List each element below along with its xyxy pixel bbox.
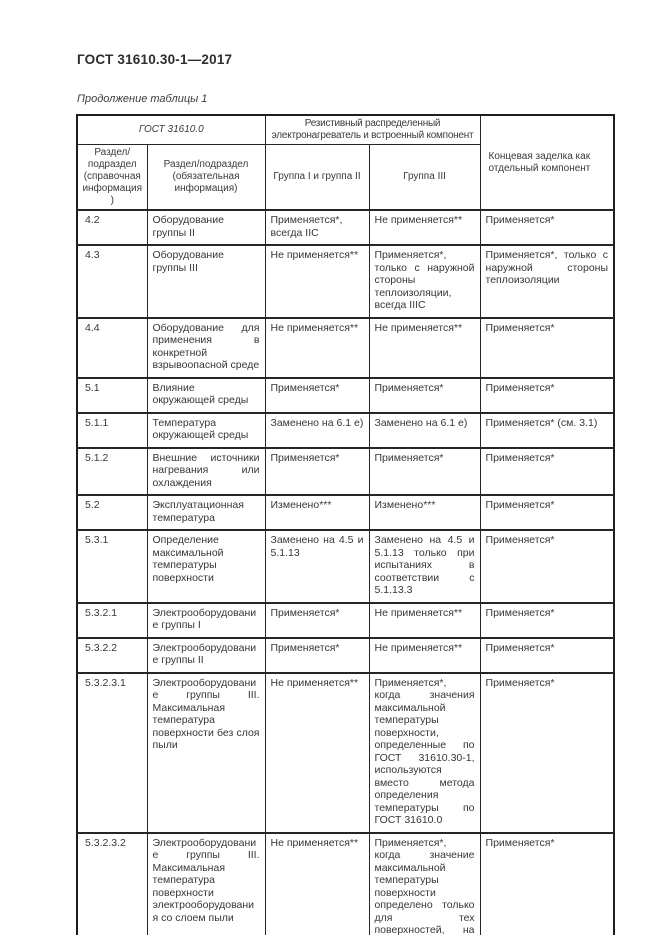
- table-row: 5.1 Влияние окружающей среды Применяется…: [76, 376, 615, 413]
- cell-subject: Оборудование группы III: [146, 244, 266, 318]
- cell-section: 5.2: [76, 494, 148, 531]
- header-columns-row: Раздел/ подраздел (справочная информация…: [76, 144, 614, 211]
- cell-end-seal: Применяется*: [479, 209, 615, 246]
- cell-subject: Внешние источники нагревания или охлажде…: [146, 446, 266, 496]
- cell-group-1-2: Не применяется**: [264, 244, 370, 318]
- cell-section: 5.3.1: [76, 529, 148, 603]
- cell-group-3: Заменено на 4.5 и 5.1.13 только при испы…: [368, 529, 481, 603]
- cell-group-1-2: Применяется*: [264, 376, 370, 413]
- cell-subject: Влияние окружающей среды: [146, 376, 266, 413]
- header-gost-group: ГОСТ 31610.0: [76, 114, 266, 145]
- header-col-section-ref: Раздел/ подраздел (справочная информация…: [76, 144, 148, 211]
- cell-section: 5.3.2.3.1: [76, 671, 148, 833]
- cell-section: 4.3: [76, 244, 148, 318]
- cell-group-3: Не применяется**: [368, 316, 481, 378]
- cell-group-3: Применяется*, когда значение максимально…: [368, 831, 481, 935]
- cell-group-3: Применяется*: [368, 376, 481, 413]
- header-group-row: ГОСТ 31610.0 Резистивный распределенный …: [76, 114, 615, 211]
- cell-subject: Электрооборудование группы II: [146, 636, 266, 673]
- cell-end-seal: Применяется*: [479, 316, 615, 378]
- cell-section: 5.3.2.2: [76, 636, 148, 673]
- table-1-continuation: ГОСТ 31610.0 Резистивный распределенный …: [76, 114, 616, 935]
- cell-group-3: Не применяется**: [368, 636, 481, 673]
- cell-subject: Электрооборудование группы I: [146, 601, 266, 638]
- cell-end-seal: Применяется*: [479, 376, 615, 413]
- table-row: 4.4 Оборудование для применения в конкре…: [76, 316, 615, 378]
- cell-subject: Эксплуатационная температура: [146, 494, 266, 531]
- cell-subject: Электрооборудование группы III. Максимал…: [146, 831, 266, 935]
- header-col-section-mand: Раздел/подраздел (обязательная информаци…: [146, 144, 266, 211]
- cell-subject: Оборудование группы II: [146, 209, 266, 246]
- cell-group-3: Не применяется**: [368, 601, 481, 638]
- table-row: 5.1.2 Внешние источники нагревания или о…: [76, 446, 615, 496]
- cell-group-1-2: Применяется*, всегда IIC: [264, 209, 370, 246]
- cell-group-1-2: Не применяется**: [264, 831, 370, 935]
- cell-section: 4.2: [76, 209, 148, 246]
- cell-group-1-2: Применяется*: [264, 601, 370, 638]
- cell-end-seal: Применяется*: [479, 601, 615, 638]
- cell-group-1-2: Не применяется**: [264, 671, 370, 833]
- table-header: ГОСТ 31610.0 Резистивный распределенный …: [76, 114, 615, 211]
- table-row: 4.2 Оборудование группы II Применяется*,…: [76, 209, 615, 246]
- cell-section: 5.1: [76, 376, 148, 413]
- header-heater-group: Резистивный распределенный электронагрев…: [264, 114, 481, 145]
- table-row: 5.2 Эксплуатационная температура Изменен…: [76, 494, 615, 531]
- cell-group-1-2: Не применяется**: [264, 316, 370, 378]
- cell-end-seal: Применяется*: [479, 494, 615, 531]
- cell-end-seal: Применяется*, только с наружной стороны …: [479, 244, 615, 318]
- cell-group-3: Применяется*: [368, 446, 481, 496]
- cell-end-seal: Применяется*: [479, 671, 615, 833]
- cell-end-seal: Применяется*: [479, 831, 615, 935]
- doc-number: ГОСТ 31610.30-1—2017: [77, 52, 233, 67]
- header-col-group-1-2: Группа I и группа II: [264, 144, 370, 211]
- cell-group-3: Не применяется**: [368, 209, 481, 246]
- table-caption: Продолжение таблицы 1: [77, 93, 208, 105]
- cell-subject: Температура окружающей среды: [146, 411, 266, 448]
- cell-section: 5.3.2.3.2: [76, 831, 148, 935]
- cell-group-3: Заменено на 6.1 е): [368, 411, 481, 448]
- cell-group-3: Применяется*, только с наружной стороны …: [368, 244, 481, 318]
- cell-group-1-2: Применяется*: [264, 636, 370, 673]
- table-body: 4.2 Оборудование группы II Применяется*,…: [76, 209, 615, 935]
- cell-group-1-2: Применяется*: [264, 446, 370, 496]
- table-row: 5.3.2.2 Электрооборудование группы II Пр…: [76, 636, 615, 673]
- cell-end-seal: Применяется*: [479, 529, 615, 603]
- cell-section: 5.1.1: [76, 411, 148, 448]
- table-row: 5.3.2.3.2 Электрооборудование группы III…: [76, 831, 615, 935]
- table-row: 5.3.2.3.1 Электрооборудование группы III…: [76, 671, 615, 833]
- cell-group-1-2: Заменено на 6.1 е): [264, 411, 370, 448]
- table-row: 5.3.2.1 Электрооборудование группы I При…: [76, 601, 615, 638]
- cell-subject: Оборудование для применения в конкретной…: [146, 316, 266, 378]
- header-col-group-3: Группа III: [368, 144, 481, 211]
- cell-group-1-2: Заменено на 4.5 и 5.1.13: [264, 529, 370, 603]
- table-row: 5.3.1 Определение максимальной температу…: [76, 529, 615, 603]
- cell-section: 5.1.2: [76, 446, 148, 496]
- cell-section: 5.3.2.1: [76, 601, 148, 638]
- cell-section: 4.4: [76, 316, 148, 378]
- header-end-seal: Концевая заделка как отдельный компонент: [479, 114, 615, 211]
- cell-subject: Определение максимальной температуры пов…: [146, 529, 266, 603]
- cell-group-3: Применяется*, когда значения максимально…: [368, 671, 481, 833]
- cell-subject: Электрооборудование группы III. Максимал…: [146, 671, 266, 833]
- cell-end-seal: Применяется*: [479, 446, 615, 496]
- cell-group-1-2: Изменено***: [264, 494, 370, 531]
- cell-end-seal: Применяется*: [479, 636, 615, 673]
- cell-group-3: Изменено***: [368, 494, 481, 531]
- table-row: 4.3 Оборудование группы III Не применяет…: [76, 244, 615, 318]
- cell-end-seal: Применяется* (см. 3.1): [479, 411, 615, 448]
- table-row: 5.1.1 Температура окружающей среды Замен…: [76, 411, 615, 448]
